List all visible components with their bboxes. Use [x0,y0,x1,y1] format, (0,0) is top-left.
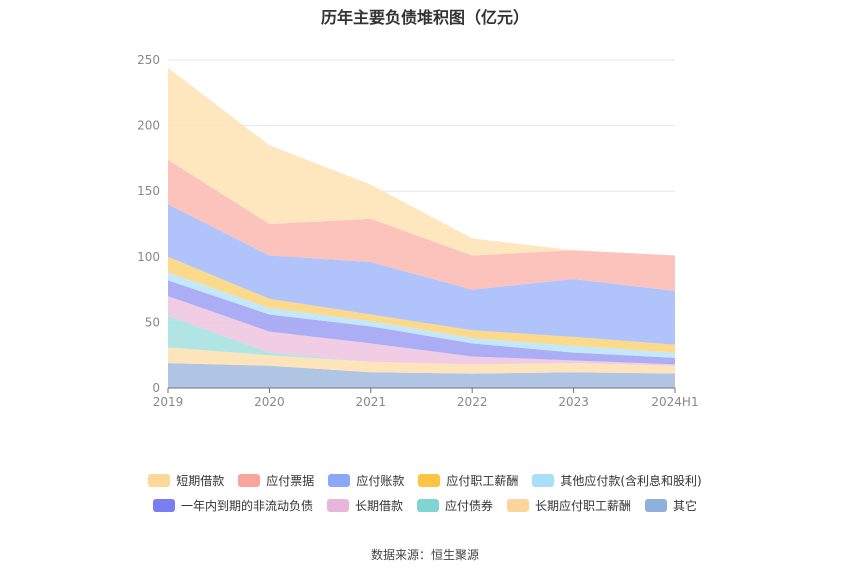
area-series-9[interactable] [168,67,675,256]
y-tick-label: 100 [137,250,160,264]
legend-swatch [152,499,175,512]
x-tick-label: 2024H1 [651,395,698,409]
legend-item[interactable]: 其他应付款(含利息和股利) [532,472,702,489]
legend-label: 应付债券 [444,499,493,513]
legend-label: 一年内到期的非流动负债 [180,499,313,513]
y-tick-label: 50 [145,315,160,329]
legend-item[interactable]: 一年内到期的非流动负债 [152,497,313,514]
legend-item[interactable]: 应付票据 [238,472,314,489]
legend-item[interactable]: 应付职工薪酬 [418,472,518,489]
legend-swatch [418,474,441,487]
chart-plot: 0 50 100 150 200 250 2019 2020 2021 2022 2023 2024H… [137,53,699,409]
legend-swatch [507,499,529,512]
legend-swatch [532,474,555,487]
area-series-4[interactable] [168,280,675,365]
legend-item[interactable]: 短期借款 [148,472,224,489]
legend-label: 长期应付职工薪酬 [535,499,632,513]
y-tick-label: 0 [152,381,160,395]
x-tick-label: 2023 [558,395,589,409]
legend-label: 应付职工薪酬 [446,474,519,488]
legend-swatch [328,474,351,487]
legend-label: 应付票据 [266,474,315,488]
legend-item[interactable]: 长期应付职工薪酬 [507,497,631,514]
x-tick-label: 2020 [254,395,285,409]
legend-row: 一年内到期的非流动负债 长期借款 应付债券 长期应付职工薪酬 其它 [0,497,850,514]
legend-item[interactable]: 应付账款 [328,472,404,489]
legend-label: 应付账款 [356,474,405,488]
legend-label: 短期借款 [176,474,225,488]
area-series-1[interactable] [168,347,675,374]
area-series [168,67,675,388]
x-tick-label: 2021 [356,395,387,409]
legend-item[interactable]: 长期借款 [326,497,403,514]
legend-swatch [416,499,439,512]
legend-item[interactable]: 应付债券 [416,497,493,514]
axes: 0 50 100 150 200 250 2019 2020 2021 2022 2023 2024H… [137,53,699,409]
legend-row: 短期借款 应付票据 应付账款 应付职工薪酬 其他应付款(含利息和股利) [0,472,850,489]
legend-swatch [326,499,349,512]
data-source: 数据来源：恒生聚源 [370,548,479,562]
legend-swatch [645,499,668,512]
legend-label: 其它 [673,499,698,513]
area-series-6[interactable] [168,256,675,353]
legend-item[interactable]: 其它 [645,497,697,514]
legend: 短期借款 应付票据 应付账款 应付职工薪酬 其他应付款(含利息和股利) 一年内到期的非流… [0,472,850,522]
x-tick-label: 2019 [153,395,184,409]
legend-label: 其他应付款(含利息和股利) [560,474,702,488]
area-series-8[interactable] [168,159,675,291]
area-series-7[interactable] [168,204,675,345]
area-series-5[interactable] [168,272,675,358]
y-tick-label: 200 [137,119,160,133]
y-tick-label: 250 [137,53,160,67]
legend-swatch [148,474,171,487]
chart-title: 历年主要负债堆积图（亿元） [320,8,529,27]
area-series-0[interactable] [168,363,675,388]
area-series-3[interactable] [168,296,675,366]
legend-swatch [238,474,261,487]
x-tick-label: 2022 [457,395,488,409]
legend-label: 长期借款 [354,499,403,513]
y-tick-label: 150 [137,184,160,198]
